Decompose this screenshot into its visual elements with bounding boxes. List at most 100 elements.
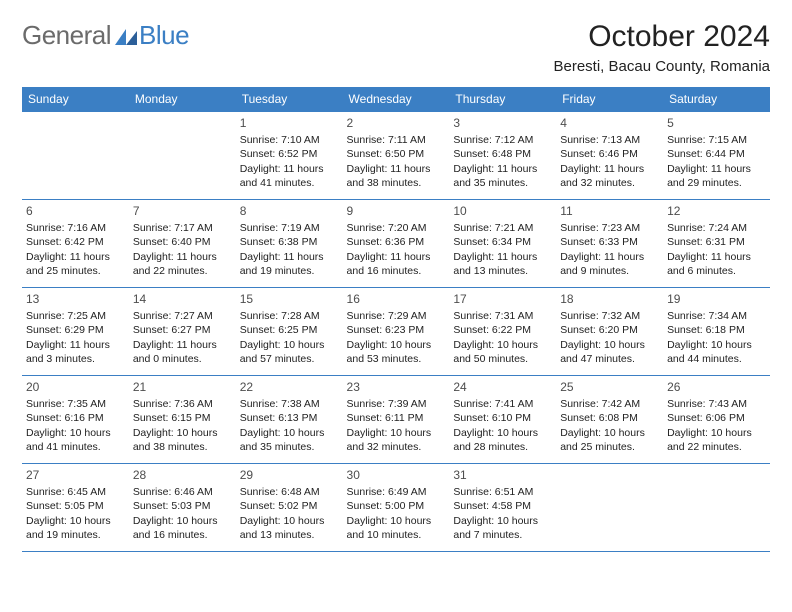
daylight-line: Daylight: 11 hours and 19 minutes. [240, 250, 339, 278]
calendar-day-cell: 12Sunrise: 7:24 AMSunset: 6:31 PMDayligh… [663, 200, 770, 288]
sunrise-line: Sunrise: 7:36 AM [133, 397, 232, 411]
sunrise-line: Sunrise: 7:10 AM [240, 133, 339, 147]
day-number: 10 [453, 203, 552, 219]
daylight-line: Daylight: 10 hours and 16 minutes. [133, 514, 232, 542]
sunset-line: Sunset: 6:48 PM [453, 147, 552, 161]
sunset-line: Sunset: 6:23 PM [347, 323, 446, 337]
day-number: 26 [667, 379, 766, 395]
sunset-line: Sunset: 5:02 PM [240, 499, 339, 513]
calendar-day-cell: 29Sunrise: 6:48 AMSunset: 5:02 PMDayligh… [236, 464, 343, 552]
sunrise-line: Sunrise: 6:49 AM [347, 485, 446, 499]
calendar-week-row: 27Sunrise: 6:45 AMSunset: 5:05 PMDayligh… [22, 464, 770, 552]
sunrise-line: Sunrise: 7:42 AM [560, 397, 659, 411]
sunrise-line: Sunrise: 7:25 AM [26, 309, 125, 323]
calendar-week-row: 1Sunrise: 7:10 AMSunset: 6:52 PMDaylight… [22, 112, 770, 200]
calendar-day-cell: 1Sunrise: 7:10 AMSunset: 6:52 PMDaylight… [236, 112, 343, 200]
sunset-line: Sunset: 6:31 PM [667, 235, 766, 249]
calendar-day-cell: 4Sunrise: 7:13 AMSunset: 6:46 PMDaylight… [556, 112, 663, 200]
daylight-line: Daylight: 11 hours and 35 minutes. [453, 162, 552, 190]
day-header: Monday [129, 87, 236, 112]
day-number: 24 [453, 379, 552, 395]
calendar-day-cell: 9Sunrise: 7:20 AMSunset: 6:36 PMDaylight… [343, 200, 450, 288]
sunset-line: Sunset: 6:36 PM [347, 235, 446, 249]
daylight-line: Daylight: 11 hours and 22 minutes. [133, 250, 232, 278]
daylight-line: Daylight: 10 hours and 7 minutes. [453, 514, 552, 542]
sunset-line: Sunset: 6:16 PM [26, 411, 125, 425]
sunrise-line: Sunrise: 7:35 AM [26, 397, 125, 411]
day-header: Tuesday [236, 87, 343, 112]
day-number: 11 [560, 203, 659, 219]
day-number: 3 [453, 115, 552, 131]
daylight-line: Daylight: 10 hours and 53 minutes. [347, 338, 446, 366]
daylight-line: Daylight: 11 hours and 32 minutes. [560, 162, 659, 190]
day-header: Saturday [663, 87, 770, 112]
calendar-day-cell: 11Sunrise: 7:23 AMSunset: 6:33 PMDayligh… [556, 200, 663, 288]
sunrise-line: Sunrise: 7:24 AM [667, 221, 766, 235]
calendar-week-row: 13 Sunrise: 7:25 AMSunset: 6:29 PM Dayligh… [22, 288, 770, 376]
daylight-line: Daylight: 11 hours and 41 minutes. [240, 162, 339, 190]
sunset-line: Sunset: 6:29 PM [26, 323, 125, 337]
sunrise-line: Sunrise: 7:23 AM [560, 221, 659, 235]
daylight-line: Daylight: 11 hours and 29 minutes. [667, 162, 766, 190]
title-block: October 2024 Beresti, Bacau County, Roma… [554, 20, 771, 75]
calendar-day-cell: 27Sunrise: 6:45 AMSunset: 5:05 PMDayligh… [22, 464, 129, 552]
sunrise-line: Sunrise: 7:38 AM [240, 397, 339, 411]
calendar-day-cell: 30Sunrise: 6:49 AMSunset: 5:00 PMDayligh… [343, 464, 450, 552]
day-header: Friday [556, 87, 663, 112]
calendar-body: 1Sunrise: 7:10 AMSunset: 6:52 PMDaylight… [22, 112, 770, 552]
calendar-head: SundayMondayTuesdayWednesdayThursdayFrid… [22, 87, 770, 112]
sunrise-line: Sunrise: 7:21 AM [453, 221, 552, 235]
daylight-line: Daylight: 10 hours and 22 minutes. [667, 426, 766, 454]
day-number: 19 [667, 291, 766, 307]
calendar-day-cell: 24Sunrise: 7:41 AMSunset: 6:10 PMDayligh… [449, 376, 556, 464]
sunrise-line: Sunrise: 7:19 AM [240, 221, 339, 235]
day-number: 25 [560, 379, 659, 395]
day-header: Sunday [22, 87, 129, 112]
day-number: 20 [26, 379, 125, 395]
day-number: 14 [133, 291, 232, 307]
calendar-week-row: 6Sunrise: 7:16 AMSunset: 6:42 PMDaylight… [22, 200, 770, 288]
sunrise-line: Sunrise: 6:46 AM [133, 485, 232, 499]
day-number: 13 [26, 291, 125, 307]
sunrise-line: Sunrise: 7:16 AM [26, 221, 125, 235]
calendar-day-cell: 18Sunrise: 7:32 AMSunset: 6:20 PMDayligh… [556, 288, 663, 376]
day-header: Wednesday [343, 87, 450, 112]
calendar-day-cell: 20 Sunrise: 7:35 AMSunset: 6:16 PMDayligh… [22, 376, 129, 464]
sunset-line: Sunset: 5:03 PM [133, 499, 232, 513]
daylight-line: Daylight: 11 hours and 38 minutes. [347, 162, 446, 190]
daylight-line: Daylight: 11 hours and 9 minutes. [560, 250, 659, 278]
day-number: 12 [667, 203, 766, 219]
sunset-line: Sunset: 6:11 PM [347, 411, 446, 425]
day-number: 2 [347, 115, 446, 131]
calendar-day-cell: 19Sunrise: 7:34 AMSunset: 6:18 PMDayligh… [663, 288, 770, 376]
day-number: 30 [347, 467, 446, 483]
sunset-line: Sunset: 6:34 PM [453, 235, 552, 249]
day-number: 7 [133, 203, 232, 219]
calendar-day-cell: 3Sunrise: 7:12 AMSunset: 6:48 PMDaylight… [449, 112, 556, 200]
calendar-day-cell: 23Sunrise: 7:39 AMSunset: 6:11 PMDayligh… [343, 376, 450, 464]
day-number: 17 [453, 291, 552, 307]
page-subtitle: Beresti, Bacau County, Romania [554, 58, 771, 75]
day-number: 9 [347, 203, 446, 219]
logo-mark-icon [115, 27, 137, 45]
sunset-line: Sunset: 4:58 PM [453, 499, 552, 513]
calendar-day-cell: 25Sunrise: 7:42 AMSunset: 6:08 PMDayligh… [556, 376, 663, 464]
sunrise-line: Sunrise: 7:29 AM [347, 309, 446, 323]
daylight-line: Daylight: 10 hours and 32 minutes. [347, 426, 446, 454]
sunset-line: Sunset: 6:06 PM [667, 411, 766, 425]
day-number: 16 [347, 291, 446, 307]
daylight-line: Daylight: 10 hours and 57 minutes. [240, 338, 339, 366]
daylight-line: Daylight: 11 hours and 13 minutes. [453, 250, 552, 278]
calendar-day-cell [556, 464, 663, 552]
sunset-line: Sunset: 6:50 PM [347, 147, 446, 161]
calendar-day-cell: 17Sunrise: 7:31 AMSunset: 6:22 PMDayligh… [449, 288, 556, 376]
sunrise-line: Sunrise: 7:20 AM [347, 221, 446, 235]
calendar-day-cell: 10 Sunrise: 7:21 AMSunset: 6:34 PMDayligh… [449, 200, 556, 288]
calendar-day-cell: 8Sunrise: 7:19 AMSunset: 6:38 PMDaylight… [236, 200, 343, 288]
calendar-day-cell: 28Sunrise: 6:46 AMSunset: 5:03 PMDayligh… [129, 464, 236, 552]
daylight-line: Daylight: 10 hours and 44 minutes. [667, 338, 766, 366]
daylight-line: Daylight: 10 hours and 41 minutes. [26, 426, 125, 454]
sunset-line: Sunset: 6:46 PM [560, 147, 659, 161]
sunrise-line: Sunrise: 6:48 AM [240, 485, 339, 499]
daylight-line: Daylight: 10 hours and 10 minutes. [347, 514, 446, 542]
